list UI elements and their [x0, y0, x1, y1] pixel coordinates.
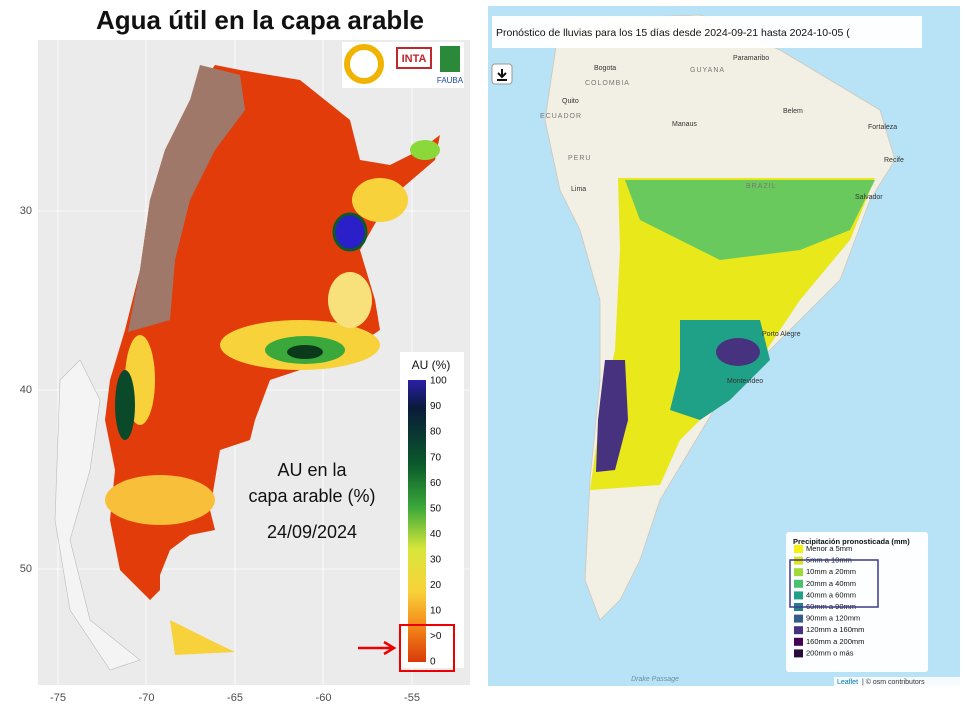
- y-tick-label: 40: [20, 384, 32, 396]
- attribution: | © osm contributors: [862, 678, 925, 686]
- x-tick-label: -60: [316, 692, 332, 704]
- legend-label: 10mm a 20mm: [806, 567, 856, 576]
- chile-outline: [54, 359, 141, 671]
- legend-swatch: [794, 545, 803, 553]
- legend-swatch: [794, 568, 803, 577]
- right-map: Pronóstico de lluvias para los 15 días d…: [488, 6, 960, 686]
- place-label: Paramaribo: [733, 55, 769, 62]
- colorbar-label: 10: [430, 606, 442, 617]
- legend-swatch: [794, 579, 803, 588]
- precip-zone: [625, 180, 875, 260]
- au-patch: [332, 212, 368, 252]
- legend-label: 20mm a 40mm: [806, 579, 856, 588]
- colorbar-labels: 100 90 80 70 60 50 40 30 20 10 >0 0: [430, 376, 447, 668]
- annotation-date: 24/09/2024: [267, 522, 357, 542]
- au-patch: [328, 272, 372, 328]
- x-tick-label: -55: [404, 692, 420, 704]
- colorbar-label: 100: [430, 376, 447, 387]
- annotation-line: AU en la: [277, 460, 347, 480]
- place-label: Fortaleza: [868, 124, 897, 131]
- legend-swatch: [794, 649, 803, 658]
- y-ticks: 30 40 50: [20, 205, 32, 575]
- fauba-logo-text: FAUBA: [437, 76, 464, 85]
- colorbar-label: 20: [430, 580, 442, 591]
- highlight-arrow: [358, 640, 397, 656]
- legend-swatch: [794, 626, 803, 635]
- au-patch: [352, 178, 408, 222]
- highlight-box: [399, 624, 455, 672]
- x-tick-label: -70: [139, 692, 155, 704]
- highlight-box: [789, 559, 879, 608]
- fauba-logo: [440, 46, 460, 72]
- legend-label: 120mm a 160mm: [806, 625, 864, 634]
- attribution-box: [834, 677, 960, 686]
- legend-label: 90mm a 120mm: [806, 614, 860, 623]
- colorbar-label: 60: [430, 478, 442, 489]
- place-label: GUYANA: [690, 67, 725, 74]
- colorbar-label: 80: [430, 427, 442, 438]
- inta-logo: [396, 47, 432, 69]
- no-data-region: [128, 65, 245, 332]
- y-tick-label: 30: [20, 205, 32, 217]
- legend-title: Precipitación pronosticada (mm): [793, 537, 910, 546]
- colorbar-label: 40: [430, 529, 442, 540]
- right-title: Pronóstico de lluvias para los 15 días d…: [496, 27, 850, 39]
- au-patch: [287, 345, 323, 359]
- y-tick-label: 50: [20, 563, 32, 575]
- logo-icon: [344, 44, 384, 84]
- colorbar-title: AU (%): [412, 358, 451, 372]
- left-map: Agua útil en la capa arable INTA FAUBA A…: [20, 5, 470, 704]
- place-labels: Bogota Paramaribo GUYANA COLOMBIA Quito …: [540, 55, 904, 385]
- place-label: BRAZIL: [746, 183, 777, 190]
- attribution-link[interactable]: Leaflet: [837, 679, 858, 686]
- colorbar-label: 50: [430, 503, 442, 514]
- au-patch: [105, 475, 215, 525]
- legend-swatch: [794, 637, 803, 646]
- tierra-del-fuego: [170, 620, 235, 655]
- place-label: Recife: [884, 157, 904, 164]
- legend-label: 160mm a 200mm: [806, 637, 864, 646]
- place-label: Belem: [783, 108, 803, 115]
- colorbar-label: 30: [430, 554, 442, 565]
- colorbar-label: >0: [430, 631, 442, 642]
- place-label: Lima: [571, 186, 586, 193]
- colorbar-label: 70: [430, 452, 442, 463]
- legend-swatch: [794, 591, 803, 600]
- x-tick-label: -65: [227, 692, 243, 704]
- place-label: COLOMBIA: [585, 80, 630, 87]
- precip-zone: [596, 360, 628, 472]
- place-label: Manaus: [672, 121, 697, 128]
- place-label: Quito: [562, 98, 579, 105]
- legend: [786, 532, 928, 672]
- colorbar-label: 90: [430, 401, 442, 412]
- download-icon: [497, 69, 507, 81]
- legend-label: 200mm o más: [806, 648, 854, 657]
- title-box: [492, 16, 922, 48]
- precip-zone: [716, 338, 760, 366]
- left-title: Agua útil en la capa arable: [96, 5, 424, 35]
- place-label: Porto Alegre: [762, 331, 801, 338]
- sea-label: Drake Passage: [631, 676, 679, 683]
- colorbar: [408, 380, 426, 662]
- legend-label: Menor a 5mm: [806, 544, 852, 553]
- au-patch: [410, 140, 440, 160]
- place-label: Salvador: [855, 194, 883, 201]
- x-tick-label: -75: [50, 692, 66, 704]
- au-patch: [115, 370, 135, 440]
- place-label: Montevideo: [727, 378, 763, 385]
- x-ticks: -75 -70 -65 -60 -55: [50, 692, 420, 704]
- inta-logo-text: INTA: [402, 53, 427, 65]
- place-label: PERU: [568, 155, 591, 162]
- place-label: ECUADOR: [540, 113, 582, 120]
- place-label: Bogota: [594, 65, 616, 72]
- annotation-line: capa arable (%): [248, 486, 375, 506]
- legend-label: 40mm a 60mm: [806, 590, 856, 599]
- legend-swatch: [794, 614, 803, 623]
- colorbar-label: 0: [430, 657, 436, 668]
